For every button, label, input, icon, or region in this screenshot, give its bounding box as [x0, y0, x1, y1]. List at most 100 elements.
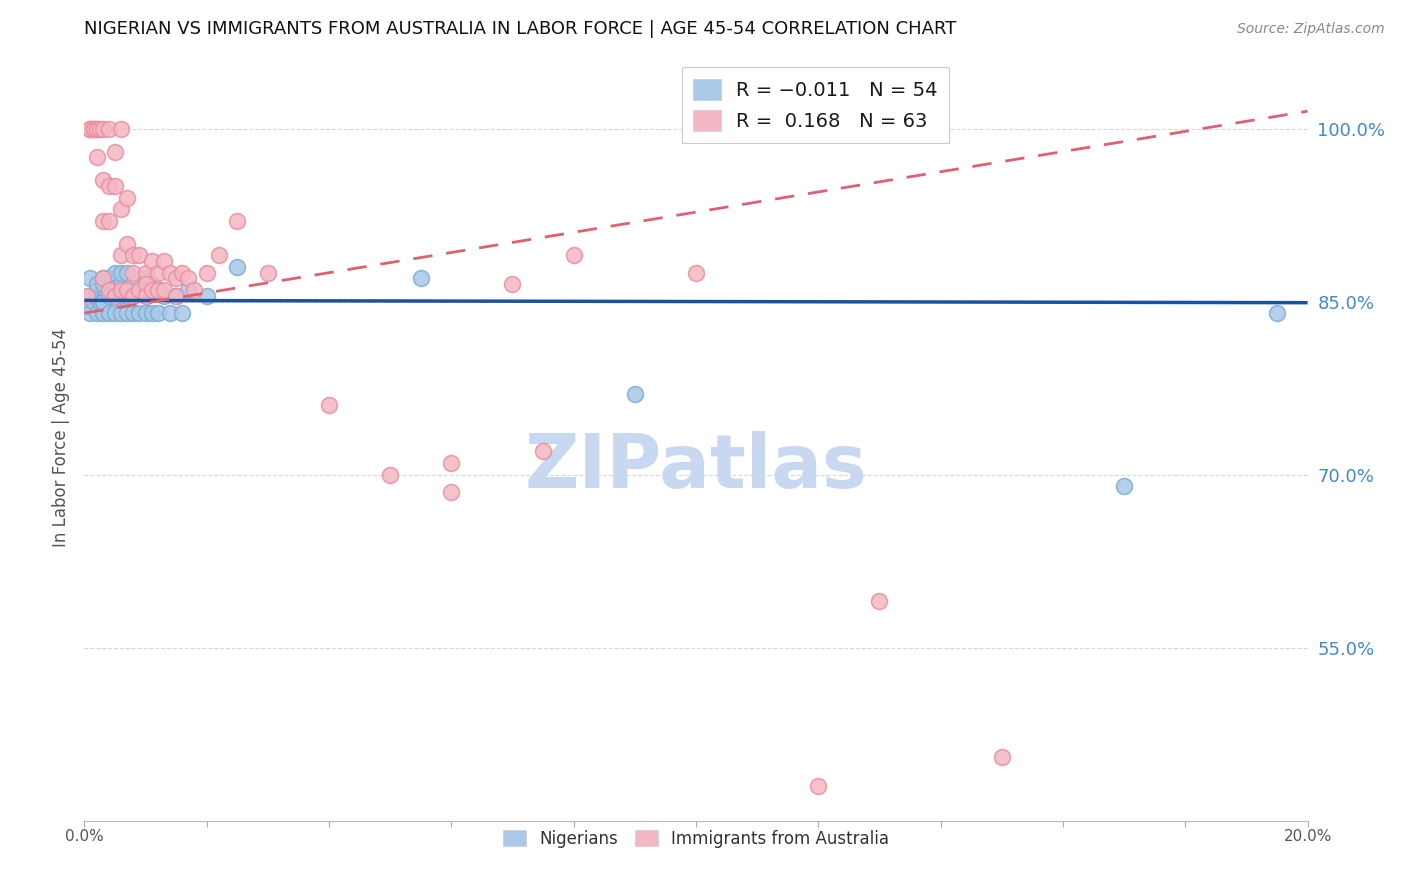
- Point: [135, 289, 157, 303]
- Point: [97, 121, 120, 136]
- Point: [115, 236, 138, 251]
- Point: [991, 750, 1014, 764]
- Point: [110, 202, 132, 217]
- Point: [159, 306, 181, 320]
- Point: [86, 150, 108, 164]
- Point: [685, 266, 707, 280]
- Point: [83, 121, 105, 136]
- Legend: Nigerians, Immigrants from Australia: Nigerians, Immigrants from Australia: [496, 823, 896, 855]
- Point: [141, 283, 163, 297]
- Point: [86, 283, 108, 297]
- Point: [91, 271, 114, 285]
- Point: [83, 121, 105, 136]
- Point: [86, 121, 108, 136]
- Point: [380, 467, 402, 482]
- Point: [91, 271, 114, 285]
- Point: [128, 283, 150, 297]
- Point: [146, 306, 169, 320]
- Point: [135, 277, 157, 292]
- Point: [97, 271, 120, 285]
- Point: [86, 306, 108, 320]
- Point: [110, 289, 132, 303]
- Point: [110, 283, 132, 297]
- Point: [97, 179, 120, 194]
- Point: [128, 283, 150, 297]
- Point: [104, 306, 127, 320]
- Point: [1114, 479, 1136, 493]
- Point: [122, 289, 145, 303]
- Point: [141, 254, 163, 268]
- Point: [115, 191, 138, 205]
- Point: [79, 271, 101, 285]
- Point: [104, 266, 127, 280]
- Point: [79, 121, 101, 136]
- Point: [122, 266, 145, 280]
- Point: [257, 266, 280, 280]
- Point: [86, 121, 108, 136]
- Point: [135, 289, 157, 303]
- Point: [115, 266, 138, 280]
- Point: [115, 283, 138, 297]
- Point: [226, 214, 249, 228]
- Point: [91, 173, 114, 187]
- Point: [531, 444, 554, 458]
- Point: [165, 271, 187, 285]
- Point: [165, 289, 187, 303]
- Point: [104, 145, 127, 159]
- Point: [91, 294, 114, 309]
- Point: [91, 294, 114, 309]
- Point: [562, 248, 585, 262]
- Point: [153, 283, 176, 297]
- Point: [146, 266, 169, 280]
- Point: [172, 266, 194, 280]
- Point: [79, 306, 101, 320]
- Point: [172, 306, 194, 320]
- Point: [97, 283, 120, 297]
- Point: [91, 214, 114, 228]
- Point: [153, 289, 176, 303]
- Point: [183, 283, 205, 297]
- Point: [104, 289, 127, 303]
- Point: [141, 277, 163, 292]
- Point: [83, 294, 105, 309]
- Point: [135, 271, 157, 285]
- Point: [91, 277, 114, 292]
- Point: [110, 266, 132, 280]
- Point: [502, 277, 524, 292]
- Point: [128, 248, 150, 262]
- Point: [440, 484, 463, 499]
- Point: [97, 306, 120, 320]
- Point: [110, 306, 132, 320]
- Point: [807, 779, 830, 793]
- Text: NIGERIAN VS IMMIGRANTS FROM AUSTRALIA IN LABOR FORCE | AGE 45-54 CORRELATION CHA: NIGERIAN VS IMMIGRANTS FROM AUSTRALIA IN…: [84, 21, 956, 38]
- Point: [128, 306, 150, 320]
- Y-axis label: In Labor Force | Age 45-54: In Labor Force | Age 45-54: [52, 327, 70, 547]
- Point: [97, 214, 120, 228]
- Point: [1265, 306, 1288, 320]
- Point: [115, 306, 138, 320]
- Point: [91, 121, 114, 136]
- Point: [146, 283, 169, 297]
- Point: [110, 121, 132, 136]
- Point: [115, 289, 138, 303]
- Point: [153, 254, 176, 268]
- Point: [89, 121, 111, 136]
- Point: [208, 248, 231, 262]
- Point: [122, 248, 145, 262]
- Point: [104, 289, 127, 303]
- Point: [76, 289, 98, 303]
- Text: Source: ZipAtlas.com: Source: ZipAtlas.com: [1237, 22, 1385, 37]
- Point: [89, 294, 111, 309]
- Point: [122, 289, 145, 303]
- Point: [79, 289, 101, 303]
- Point: [195, 266, 218, 280]
- Point: [122, 306, 145, 320]
- Point: [86, 277, 108, 292]
- Point: [135, 306, 157, 320]
- Point: [226, 260, 249, 274]
- Point: [440, 456, 463, 470]
- Point: [97, 283, 120, 297]
- Point: [624, 387, 647, 401]
- Point: [318, 398, 340, 412]
- Point: [104, 179, 127, 194]
